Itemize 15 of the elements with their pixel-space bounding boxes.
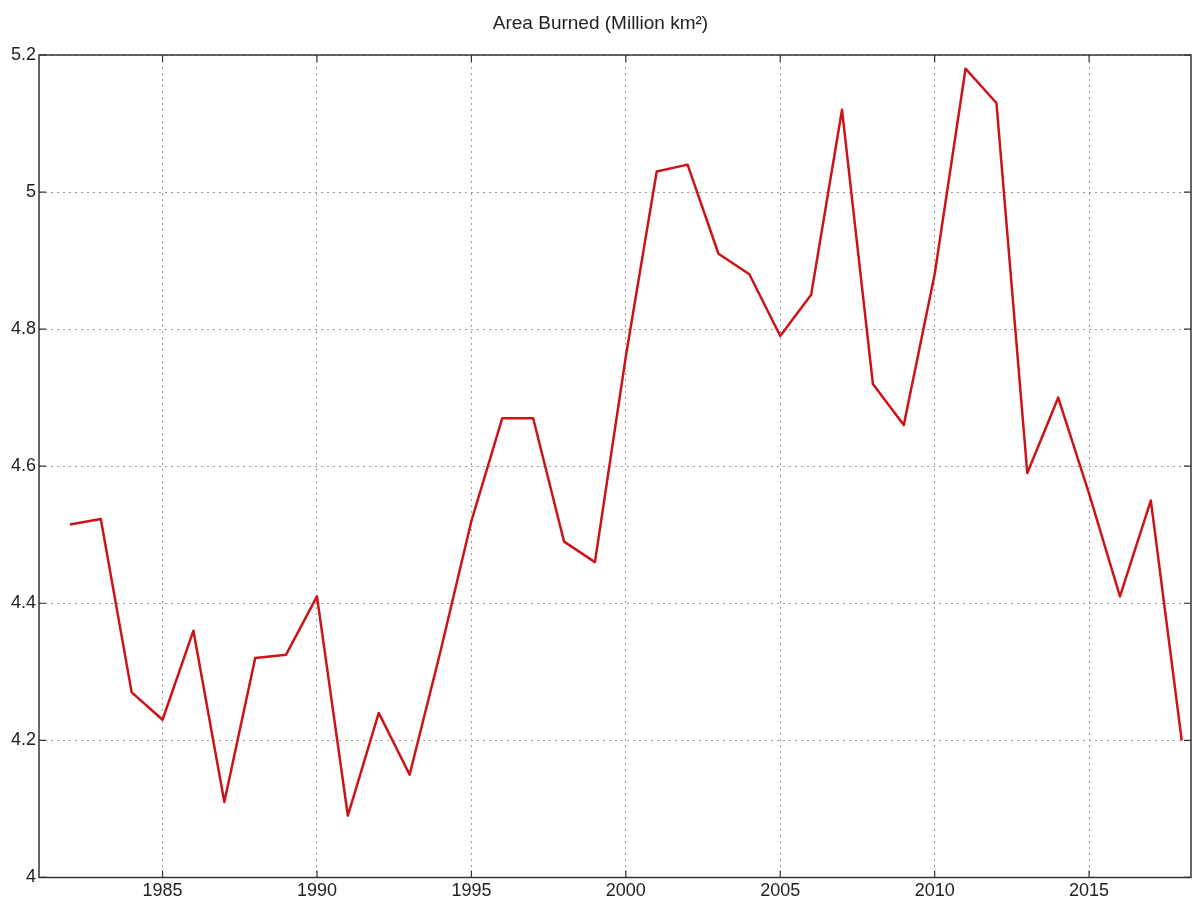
- y-tick-label: 5: [26, 181, 37, 202]
- x-tick-label: 2015: [1069, 880, 1110, 901]
- y-tick-label: 5.2: [10, 43, 37, 64]
- chart-title: Area Burned (Million km²): [491, 12, 710, 34]
- x-tick-label: 2000: [605, 880, 646, 901]
- x-tick-label: 2010: [914, 880, 955, 901]
- x-tick-label: 1985: [142, 880, 183, 901]
- y-tick-label: 4.2: [10, 729, 37, 750]
- y-tick-label: 4.8: [10, 318, 37, 339]
- x-tick-label: 1990: [296, 880, 337, 901]
- y-tick-label: 4.6: [10, 455, 37, 476]
- x-tick-label: 2005: [760, 880, 801, 901]
- x-tick-label: 1995: [451, 880, 492, 901]
- y-tick-label: 4: [26, 866, 37, 887]
- y-tick-label: 4.4: [10, 592, 37, 613]
